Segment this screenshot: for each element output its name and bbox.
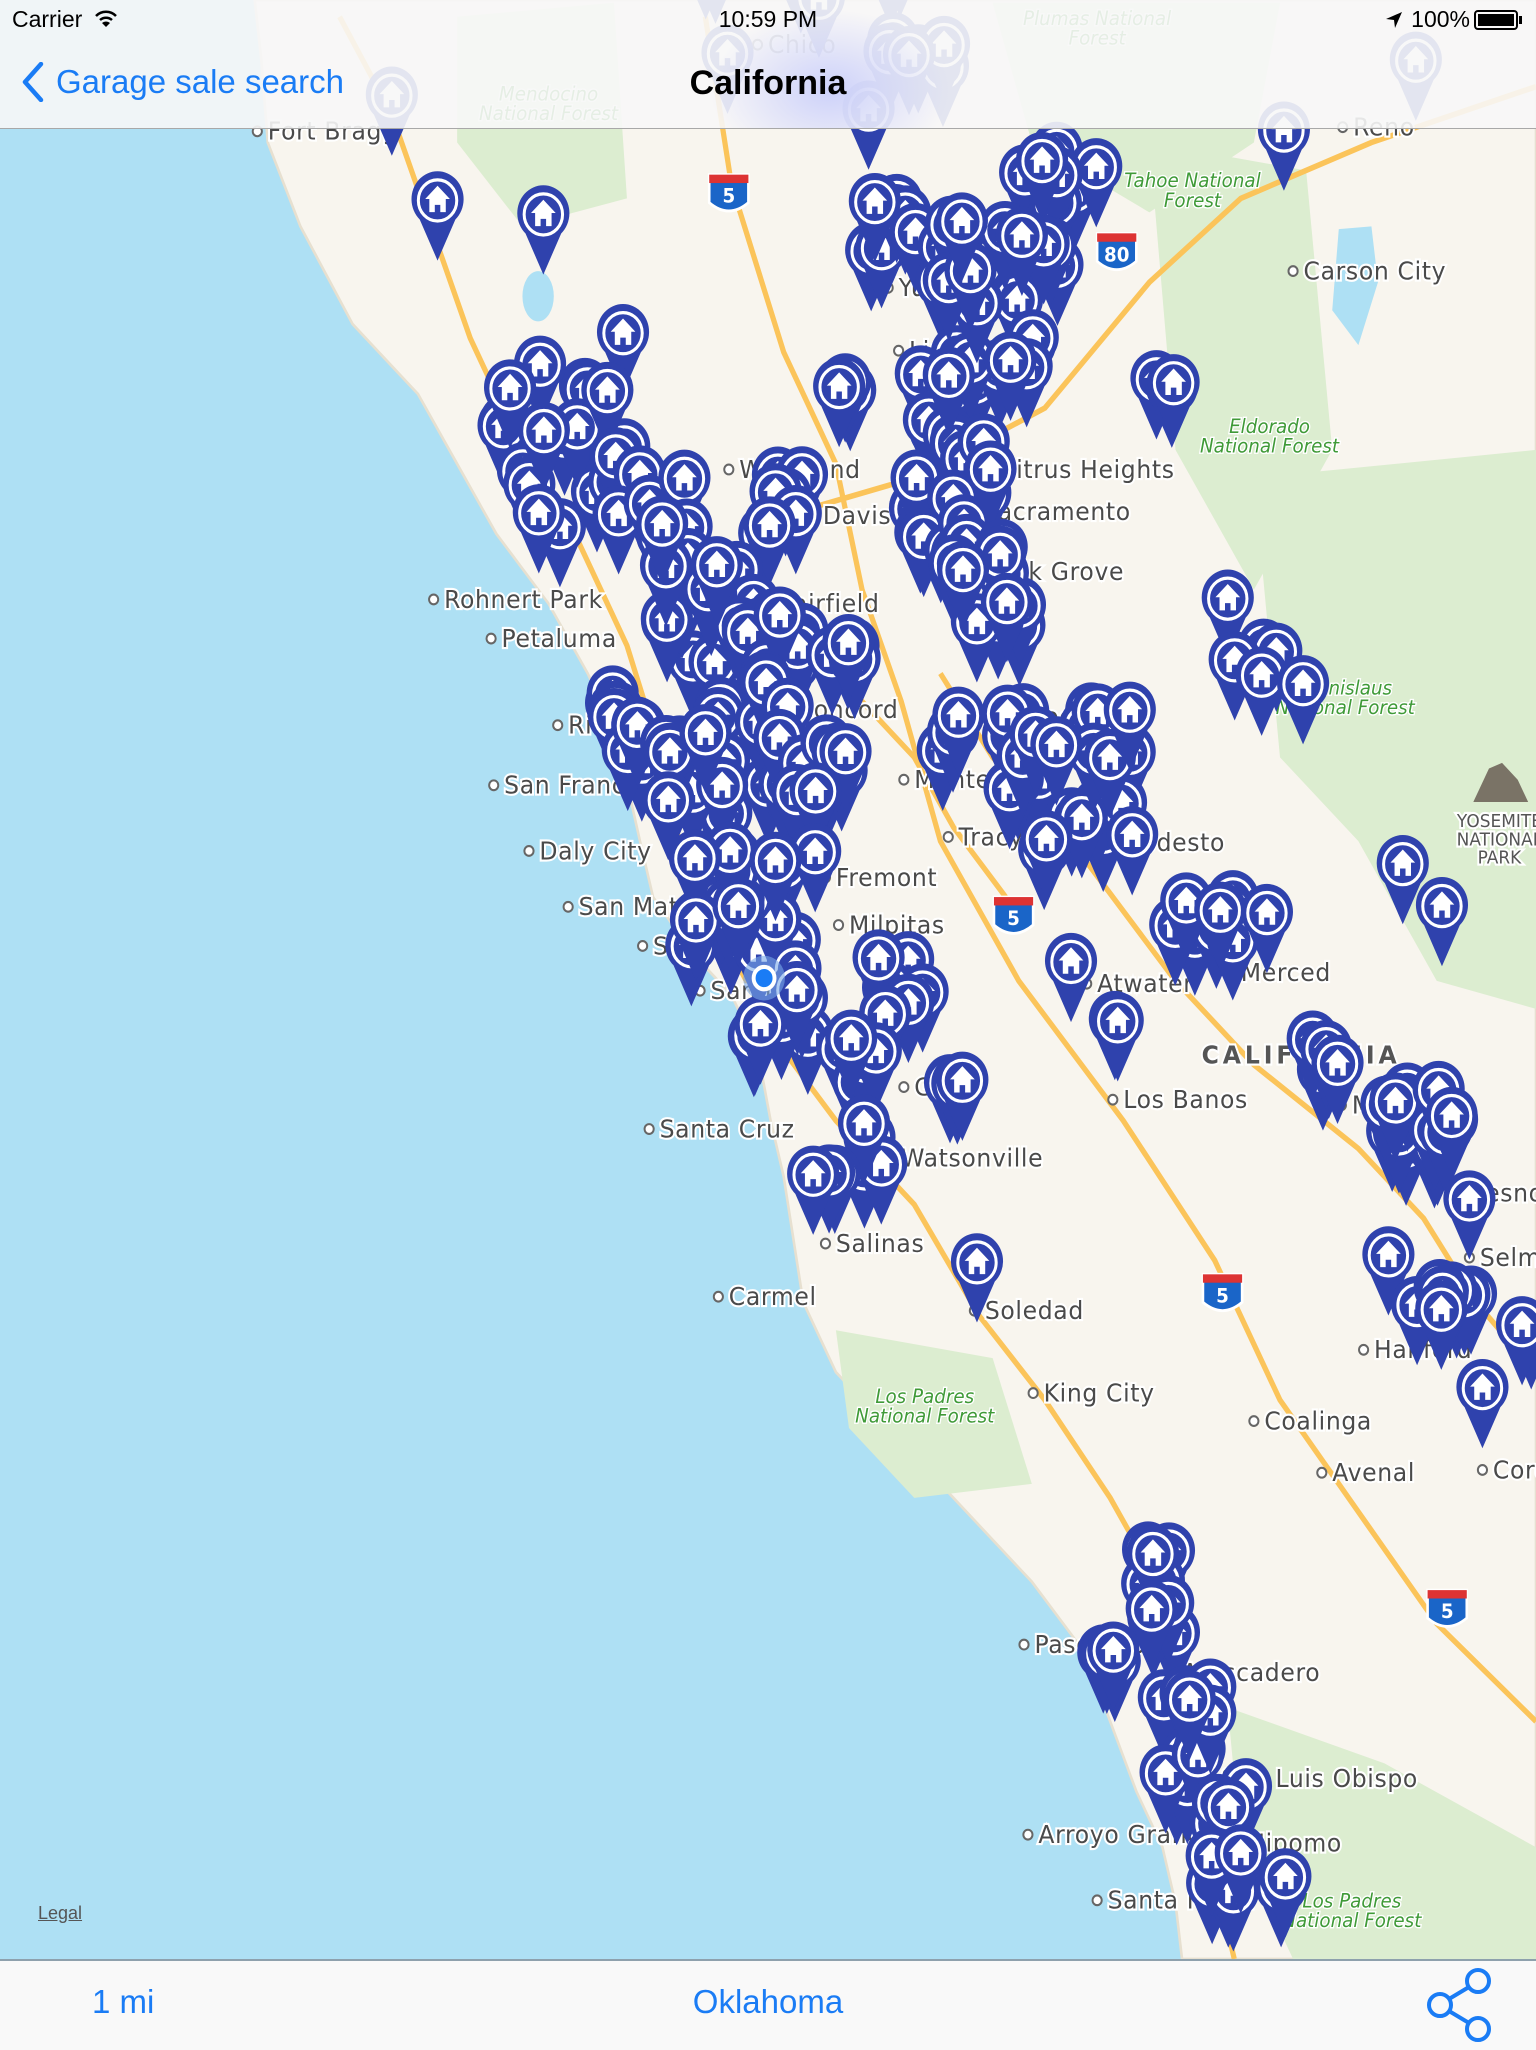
svg-text:5: 5 [722, 185, 735, 208]
distance-button[interactable]: 1 mi [92, 1983, 155, 2020]
svg-text:5: 5 [1216, 1285, 1229, 1308]
park-label: NATIONAL [1457, 830, 1536, 851]
forest-label: Tahoe National [1124, 170, 1261, 193]
place-label: Coalinga [1264, 1406, 1372, 1436]
city-dot [1287, 265, 1299, 278]
city-dot [1091, 1894, 1103, 1907]
place-label: Davis [823, 500, 891, 530]
city-dot [898, 1081, 910, 1094]
forest-label: Eldorado [1229, 416, 1310, 439]
place-label: Rohnert Park [444, 584, 603, 614]
place-label: Salinas [836, 1228, 924, 1258]
city-dot [898, 773, 910, 786]
city-dot [1022, 1828, 1034, 1841]
forest-label: National Forest [855, 1405, 995, 1428]
city-dot [942, 831, 954, 843]
legal-link[interactable]: Legal [38, 1903, 83, 1923]
interstate-shield-icon: 5 [992, 895, 1035, 935]
place-label: Los Banos [1123, 1084, 1248, 1114]
city-dot [1316, 1466, 1328, 1479]
place-label: Selma [1480, 1242, 1536, 1272]
place-label: Santa Cruz [660, 1114, 795, 1144]
city-dot [832, 919, 845, 931]
city-dot [712, 1290, 724, 1303]
clock: 10:59 PM [718, 6, 818, 32]
city-dot [1358, 1343, 1370, 1356]
place-label: Petaluma [502, 623, 617, 653]
place-label: Carson City [1304, 256, 1447, 286]
lakes [522, 226, 1378, 346]
battery-icon [1474, 9, 1522, 30]
bottom-toolbar: 1 mi Oklahoma [0, 1959, 1536, 2050]
place-label: Corcoran [1493, 1455, 1536, 1485]
forest-label: Forest [1164, 189, 1222, 212]
place-label: Daly City [539, 836, 651, 866]
city-dot [893, 344, 905, 357]
forest-label: National Forest [1282, 1909, 1422, 1932]
place-label: Fremont [836, 862, 937, 892]
place-label: Merced [1241, 957, 1331, 987]
status-right: 100% [1385, 6, 1524, 33]
city-dot [485, 632, 497, 645]
place-label: Watsonville [901, 1143, 1043, 1173]
svg-text:5: 5 [1007, 907, 1020, 930]
place-label: Avenal [1332, 1457, 1415, 1487]
park-label: YOSEMITE [1456, 812, 1536, 833]
interstate-shield-icon: 5 [1426, 1588, 1469, 1628]
city-dot [1107, 1093, 1119, 1106]
navigation-bar: Carrier 10:59 PM 100% Garage sale search… [0, 0, 1536, 129]
city-dot [1018, 1638, 1030, 1651]
back-button-label: Garage sale search [56, 63, 344, 100]
city-dot [523, 845, 535, 857]
location-button[interactable]: Oklahoma [692, 1983, 844, 2020]
city-dot [1248, 1415, 1260, 1427]
place-label: Soledad [985, 1295, 1084, 1325]
battery-percent: 100% [1411, 6, 1470, 32]
carrier-text: Carrier [12, 6, 83, 32]
interstate-shield-icon: 5 [707, 173, 750, 213]
city-dot [637, 940, 649, 952]
city-dot [643, 1123, 655, 1135]
city-dot [723, 463, 735, 476]
forest-label: Los Padres [1302, 1890, 1401, 1913]
city-dot [562, 900, 574, 913]
forest-label: National Forest [1200, 435, 1340, 458]
share-icon[interactable] [1424, 1967, 1494, 2043]
city-dot [1027, 1387, 1039, 1400]
city-dot [819, 1237, 832, 1250]
svg-text:5: 5 [1441, 1600, 1454, 1623]
wifi-icon [94, 10, 117, 27]
back-button[interactable]: Garage sale search [22, 62, 344, 102]
city-dot [488, 779, 500, 792]
map-view[interactable]: Fort BraggChicoRenoCarson CityYuba CityL… [0, 0, 1536, 1959]
interstate-shield-icon: 80 [1095, 231, 1138, 272]
user-location-dot [751, 964, 777, 992]
park-label: PARK [1478, 848, 1522, 869]
place-label: King City [1044, 1378, 1155, 1408]
carrier-label: Carrier [12, 6, 117, 33]
location-arrow-icon [1386, 11, 1403, 28]
city-dot [428, 593, 440, 606]
yosemite-mountain-icon [1473, 762, 1529, 803]
place-label: Carmel [729, 1281, 817, 1311]
page-title: California [689, 64, 847, 102]
svg-text:80: 80 [1104, 244, 1129, 267]
city-dot [1476, 1464, 1488, 1476]
map-canvas[interactable]: Fort BraggChicoRenoCarson CityYuba CityL… [0, 0, 1536, 1959]
place-label: Citrus Heights [999, 454, 1174, 484]
city-dot [552, 719, 564, 732]
interstate-shield-icon: 5 [1201, 1272, 1244, 1313]
chevron-left-icon [22, 62, 44, 102]
forest-label: Los Padres [875, 1385, 974, 1408]
